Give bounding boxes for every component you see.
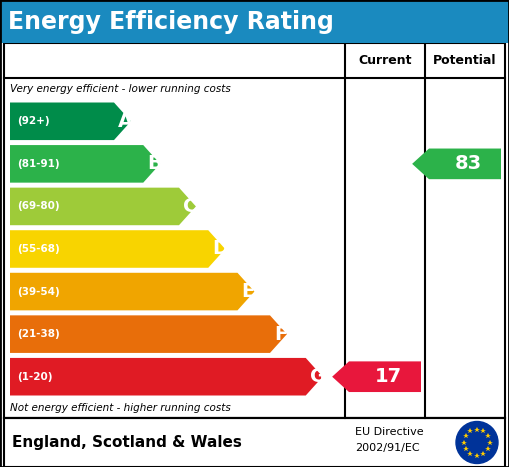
Text: Energy Efficiency Rating: Energy Efficiency Rating [8, 9, 334, 34]
Text: (55-68): (55-68) [17, 244, 60, 254]
Polygon shape [10, 315, 287, 353]
Text: (39-54): (39-54) [17, 287, 60, 297]
Polygon shape [10, 102, 131, 140]
Polygon shape [10, 145, 160, 183]
Text: (92+): (92+) [17, 116, 49, 126]
Text: (69-80): (69-80) [17, 201, 60, 212]
Text: A: A [118, 112, 133, 131]
Polygon shape [10, 188, 196, 225]
Text: Not energy efficient - higher running costs: Not energy efficient - higher running co… [10, 403, 231, 413]
Text: F: F [274, 325, 287, 344]
Bar [0, 0, 509, 43]
Text: Very energy efficient - lower running costs: Very energy efficient - lower running co… [10, 84, 231, 94]
Text: 17: 17 [375, 367, 402, 386]
Polygon shape [10, 273, 254, 311]
Text: D: D [212, 240, 229, 259]
Text: EU Directive: EU Directive [355, 427, 423, 437]
Text: (81-91): (81-91) [17, 159, 60, 169]
Bar [4, 43, 505, 418]
Text: G: G [310, 367, 326, 386]
Text: E: E [241, 282, 254, 301]
Bar [4, 418, 505, 467]
Polygon shape [412, 149, 501, 179]
Polygon shape [332, 361, 421, 392]
Text: 2002/91/EC: 2002/91/EC [355, 443, 419, 453]
Circle shape [456, 422, 498, 464]
Text: 83: 83 [455, 155, 482, 173]
Text: B: B [147, 155, 162, 173]
Text: (1-20): (1-20) [17, 372, 52, 382]
Polygon shape [10, 230, 225, 268]
Text: (21-38): (21-38) [17, 329, 60, 339]
Polygon shape [10, 358, 323, 396]
Text: Potential: Potential [433, 54, 497, 67]
Text: England, Scotland & Wales: England, Scotland & Wales [12, 435, 242, 450]
Text: Current: Current [358, 54, 412, 67]
Text: C: C [183, 197, 197, 216]
